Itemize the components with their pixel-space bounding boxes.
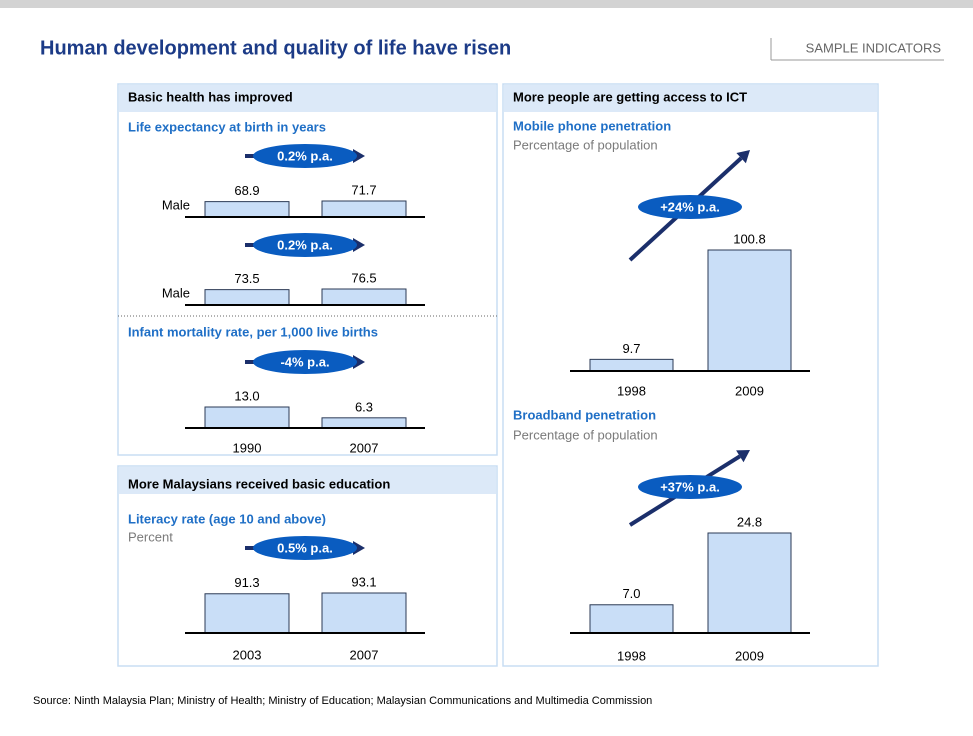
panel-heading: More Malaysians received basic education	[128, 476, 390, 491]
category-label: 1998	[617, 383, 646, 398]
value-label: 24.8	[737, 514, 762, 529]
growth-arrowhead	[736, 450, 750, 463]
value-label: 68.9	[234, 183, 259, 198]
category-label: 1990	[233, 440, 262, 455]
category-label: 2009	[735, 648, 764, 663]
chart-subtitle: Percentage of population	[513, 427, 658, 442]
panel	[117, 465, 498, 667]
growth-label: 0.2% p.a.	[277, 148, 333, 163]
growth-label: -4% p.a.	[280, 354, 329, 369]
panel-heading: More people are getting access to ICT	[513, 89, 747, 104]
chart-title: Infant mortality rate, per 1,000 live bi…	[128, 324, 378, 339]
growth-label: 0.5% p.a.	[277, 540, 333, 555]
growth-arrowhead	[353, 541, 365, 555]
panel-heading-bg	[119, 467, 496, 494]
value-label: 73.5	[234, 271, 259, 286]
source: Source: Ninth Malaysia Plan; Ministry of…	[33, 695, 652, 707]
value-label: 91.3	[234, 575, 259, 590]
panel-heading-bg	[504, 85, 877, 112]
value-label: 6.3	[355, 399, 373, 414]
bar	[321, 417, 407, 429]
bar	[204, 289, 290, 306]
category-label: 2003	[233, 647, 262, 662]
value-label: 13.0	[234, 388, 259, 403]
panel	[502, 83, 879, 667]
slide-title: Human development and quality of life ha…	[40, 37, 511, 59]
row-label: Male	[162, 197, 190, 212]
bar	[321, 200, 407, 218]
bar	[321, 592, 407, 634]
category-label: 2007	[350, 440, 379, 455]
value-label: 93.1	[351, 574, 376, 589]
value-label: 100.8	[733, 231, 766, 246]
chart-title: Literacy rate (age 10 and above)	[128, 511, 326, 526]
chart-title: Broadband penetration	[513, 407, 656, 422]
chart-title: Mobile phone penetration	[513, 118, 671, 133]
value-label: 76.5	[351, 270, 376, 285]
bar	[707, 249, 792, 372]
panel-heading-bg	[119, 85, 496, 112]
value-label: 7.0	[622, 586, 640, 601]
value-label: 9.7	[622, 341, 640, 356]
growth-badge	[253, 144, 357, 168]
chart-subtitle: Percentage of population	[513, 137, 658, 152]
panel-heading: Basic health has improved	[128, 89, 293, 104]
chart-title: Life expectancy at birth in years	[128, 119, 326, 134]
bar	[204, 593, 290, 634]
bar	[707, 532, 792, 634]
chart-subtitle: Percent	[128, 529, 173, 544]
bar	[321, 288, 407, 306]
top-bar	[0, 0, 973, 8]
category-label: 1998	[617, 648, 646, 663]
tag: SAMPLE INDICATORS	[806, 40, 942, 55]
growth-badge	[638, 195, 742, 219]
growth-badge	[253, 536, 357, 560]
growth-arrowhead	[353, 149, 365, 163]
growth-label: +24% p.a.	[660, 199, 720, 214]
growth-arrowhead	[353, 238, 365, 252]
growth-label: +37% p.a.	[660, 479, 720, 494]
growth-badge	[253, 350, 357, 374]
growth-badge	[638, 475, 742, 499]
growth-label: 0.2% p.a.	[277, 237, 333, 252]
panel	[117, 83, 498, 456]
category-label: 2007	[350, 647, 379, 662]
bar	[204, 201, 290, 218]
row-label: Male	[162, 285, 190, 300]
category-label: 2009	[735, 383, 764, 398]
bar	[589, 604, 674, 634]
bar	[204, 406, 290, 429]
value-label: 71.7	[351, 182, 376, 197]
bar	[589, 358, 674, 372]
growth-badge	[253, 233, 357, 257]
growth-arrowhead	[736, 150, 750, 164]
growth-arrowhead	[353, 355, 365, 369]
